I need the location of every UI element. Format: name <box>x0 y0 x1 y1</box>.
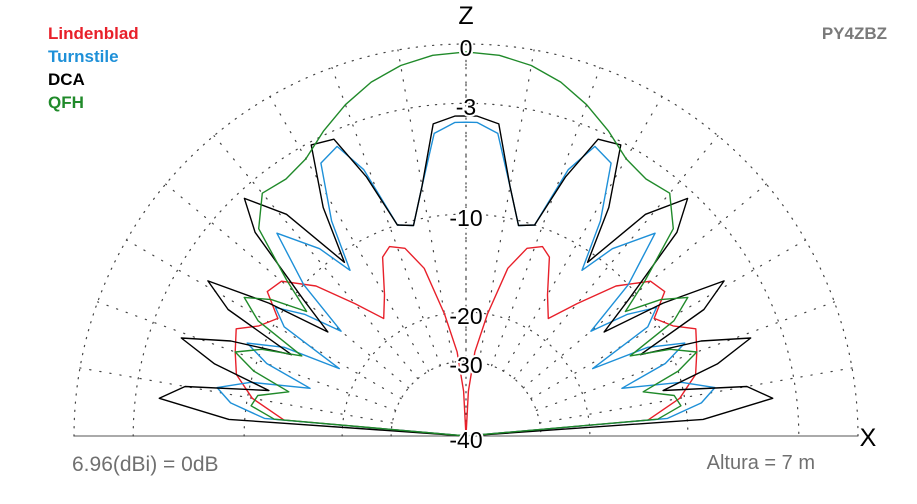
grid-ring <box>341 311 591 437</box>
series-line-dca <box>158 115 774 437</box>
reference-gain-label: 6.96(dBi) = 0dB <box>72 453 219 476</box>
ring-label: -30 <box>449 352 482 378</box>
grid-spoke <box>97 301 397 411</box>
grid-ring <box>390 360 542 437</box>
axis-label-z: Z <box>458 2 473 30</box>
grid-spoke <box>535 301 835 411</box>
grid-spoke <box>79 367 393 424</box>
legend: Lindenblad Turnstile DCA QFH <box>48 22 139 114</box>
axis-label-x: X <box>860 424 877 452</box>
grid-spoke <box>125 239 402 400</box>
grid-ring <box>243 213 689 437</box>
series-line-turnstile <box>216 121 716 437</box>
grid-spoke <box>502 95 663 372</box>
legend-item-dca: DCA <box>48 70 85 89</box>
legend-item-qfh: QFH <box>48 93 84 112</box>
grid-spoke <box>491 67 601 367</box>
grid-spoke <box>331 67 441 367</box>
series-layer <box>158 51 774 437</box>
grid-spoke <box>530 239 807 400</box>
ring-label: -40 <box>449 427 482 453</box>
legend-item-turnstile: Turnstile <box>48 47 119 66</box>
ring-label: -10 <box>449 205 482 231</box>
ring-label: -20 <box>449 303 482 329</box>
series-line-qfh <box>234 51 698 437</box>
antenna-height-label: Altura = 7 m <box>706 452 815 474</box>
ring-label: -3 <box>456 94 476 120</box>
ring-labels: 0 -3 -10 -20 -30 -40 <box>447 33 484 455</box>
grid-ring <box>132 102 800 437</box>
ring-label: 0 <box>460 35 473 61</box>
callsign: PY4ZBZ <box>821 24 887 43</box>
legend-item-lindenblad: Lindenblad <box>48 24 139 43</box>
grid-spoke <box>539 367 853 424</box>
grid-spoke <box>269 95 430 372</box>
